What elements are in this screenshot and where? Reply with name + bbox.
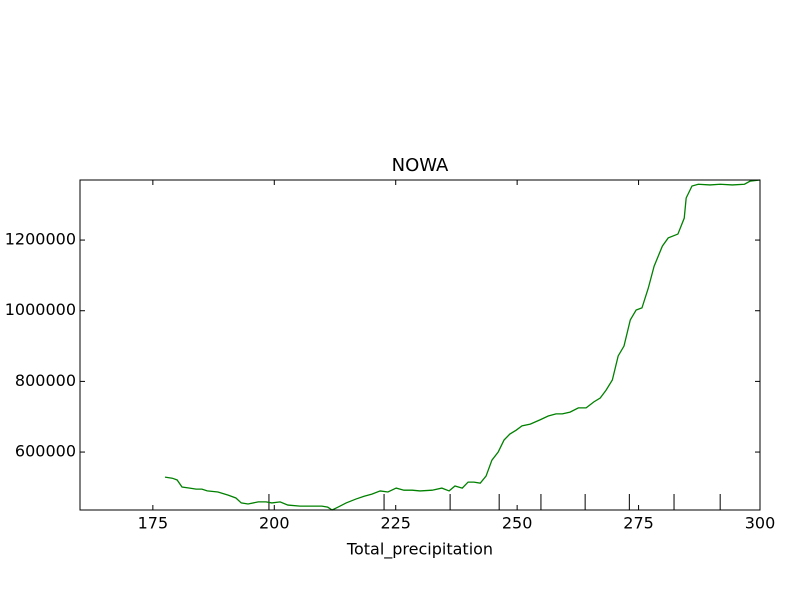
y-tick-label: 1000000 xyxy=(5,300,76,319)
x-tick-label: 250 xyxy=(502,514,533,533)
y-tick-label: 600000 xyxy=(15,442,76,461)
line xyxy=(164,179,761,511)
y-tick-label: 1200000 xyxy=(5,230,76,249)
x-tick-label: 300 xyxy=(745,514,776,533)
y-tick-label: 800000 xyxy=(15,371,76,390)
x-tick-label: 200 xyxy=(259,514,290,533)
plot-frame xyxy=(79,179,761,511)
x-tick-label: 275 xyxy=(623,514,654,533)
chart-title: NOWA xyxy=(392,155,449,176)
x-axis-label: Total_precipitation xyxy=(346,540,493,560)
x-tick-label: 225 xyxy=(380,514,411,533)
x-tick-label: 175 xyxy=(138,514,169,533)
